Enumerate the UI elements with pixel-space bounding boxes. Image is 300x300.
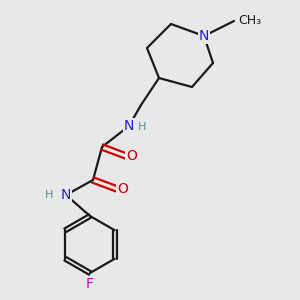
Text: N: N (199, 29, 209, 43)
Text: H: H (138, 122, 147, 133)
Text: N: N (124, 119, 134, 133)
Text: O: O (118, 182, 128, 196)
Text: H: H (45, 190, 53, 200)
Text: N: N (61, 188, 71, 202)
Text: O: O (127, 149, 137, 163)
Text: F: F (86, 278, 94, 291)
Text: CH₃: CH₃ (238, 14, 262, 28)
